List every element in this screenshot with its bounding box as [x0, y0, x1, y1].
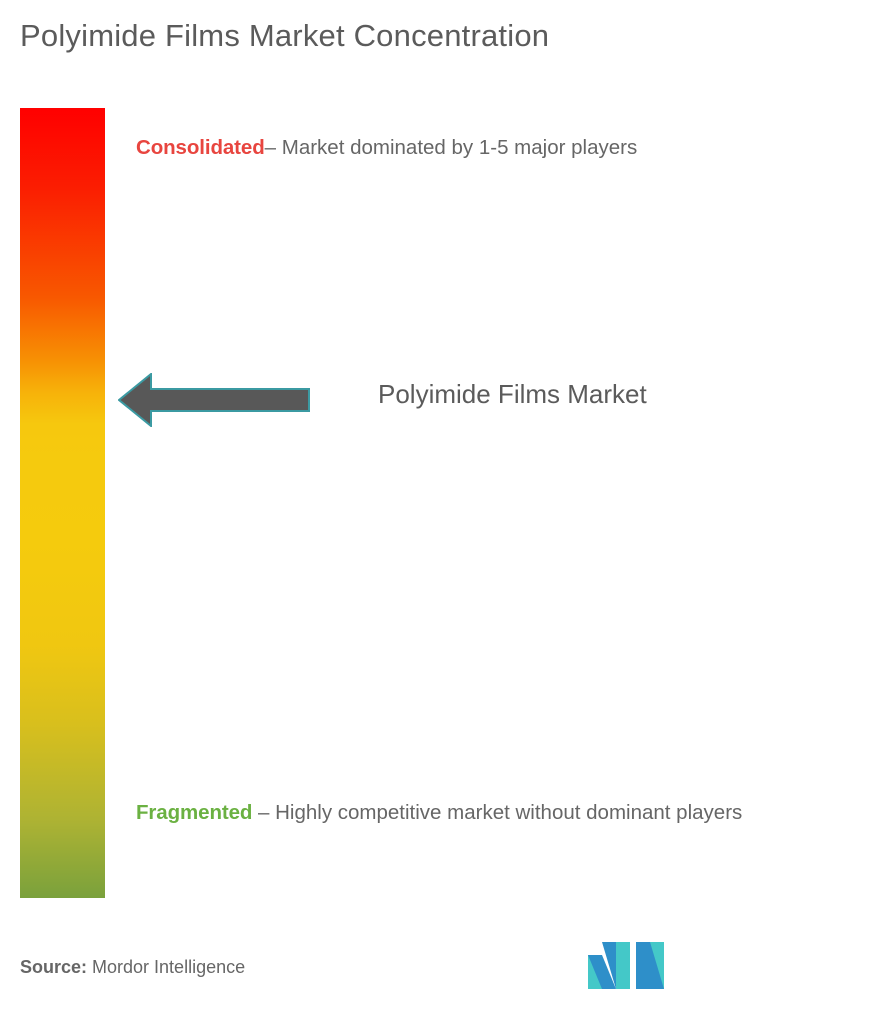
legend-consolidated-description: – Market dominated by 1-5 major players: [264, 136, 638, 159]
page-title: Polyimide Films Market Concentration: [20, 18, 550, 53]
source-label: Source:: [20, 957, 88, 977]
legend-fragmented-term: Fragmented: [136, 801, 253, 824]
source-value: Mordor Intelligence: [87, 957, 246, 977]
mordor-intelligence-logo: [588, 941, 664, 991]
legend-fragmented: Fragmented – Highly competitive market w…: [136, 783, 836, 843]
legend-fragmented-description: – Highly competitive market without domi…: [252, 801, 743, 824]
concentration-gradient-scale: [20, 108, 105, 898]
source-note: Source: Mordor Intelligence: [20, 957, 245, 978]
legend-consolidated-term: Consolidated: [136, 136, 265, 159]
legend-consolidated: Consolidated– Market dominated by 1-5 ma…: [136, 118, 836, 178]
left-arrow-icon: [118, 373, 310, 427]
market-marker-label: Polyimide Films Market: [378, 379, 647, 409]
